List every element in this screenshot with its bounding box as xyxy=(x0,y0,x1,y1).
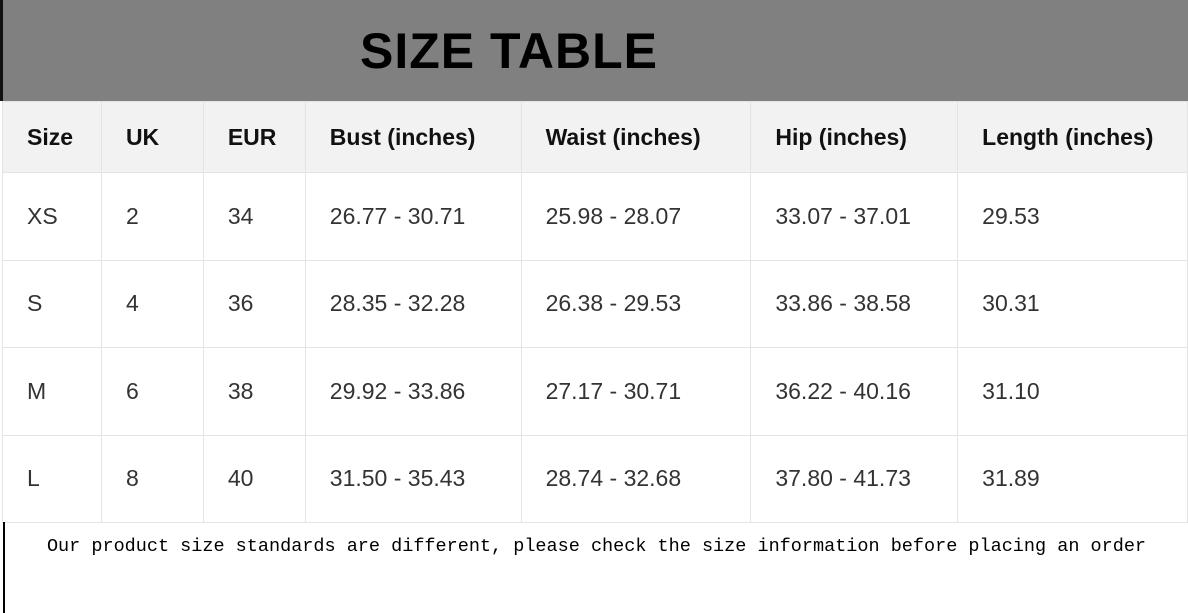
table-row: XS 2 34 26.77 - 30.71 25.98 - 28.07 33.07 - 3… xyxy=(2,172,1188,261)
column-header: Bust (inches) xyxy=(304,101,522,173)
table-cell: 40 xyxy=(202,434,306,523)
table-cell: 31.50 - 35.43 xyxy=(304,434,522,523)
table-cell: 8 xyxy=(100,434,204,523)
header-row: Size UK EUR Bust (inches) Waist (inches) Hip … xyxy=(2,101,1188,173)
table-cell: 38 xyxy=(202,347,306,436)
table-cell: 6 xyxy=(100,347,204,436)
table-cell: 33.86 - 38.58 xyxy=(750,259,959,348)
column-header: Hip (inches) xyxy=(750,101,959,173)
table-cell: L xyxy=(2,434,102,523)
column-header: Waist (inches) xyxy=(520,101,752,173)
column-header: EUR xyxy=(202,101,306,173)
table-cell: 29.53 xyxy=(957,172,1188,261)
table-cell: 28.74 - 32.68 xyxy=(520,434,752,523)
page-title: SIZE TABLE xyxy=(360,23,658,79)
table-row: L 8 40 31.50 - 35.43 28.74 - 32.68 37.80 - 41… xyxy=(2,434,1188,523)
table-cell: 28.35 - 32.28 xyxy=(304,259,522,348)
table-cell: 2 xyxy=(100,172,204,261)
table-cell: 29.92 - 33.86 xyxy=(304,347,522,436)
table-row: S 4 36 28.35 - 32.28 26.38 - 29.53 33.86 - 38… xyxy=(2,259,1188,348)
table-cell: 34 xyxy=(202,172,306,261)
size-note: Our product size standards are different… xyxy=(3,522,1188,613)
table-cell: 4 xyxy=(100,259,204,348)
table-cell: 26.38 - 29.53 xyxy=(520,259,752,348)
table-cell: M xyxy=(2,347,102,436)
table-cell: 37.80 - 41.73 xyxy=(750,434,959,523)
table-cell: 31.89 xyxy=(957,434,1188,523)
column-header: Size xyxy=(2,101,102,173)
table-cell: 36 xyxy=(202,259,306,348)
column-header: Length (inches) xyxy=(957,101,1188,173)
table-cell: 27.17 - 30.71 xyxy=(520,347,752,436)
table-cell: 31.10 xyxy=(957,347,1188,436)
table-cell: XS xyxy=(2,172,102,261)
table-cell: 30.31 xyxy=(957,259,1188,348)
table-cell: 33.07 - 37.01 xyxy=(750,172,959,261)
table-cell: 36.22 - 40.16 xyxy=(750,347,959,436)
table-cell: S xyxy=(2,259,102,348)
size-table: Size UK EUR Bust (inches) Waist (inches) Hip … xyxy=(2,101,1188,523)
title-banner: SIZE TABLE xyxy=(0,0,1188,101)
column-header: UK xyxy=(100,101,204,173)
table-cell: 26.77 - 30.71 xyxy=(304,172,522,261)
table-cell: 25.98 - 28.07 xyxy=(520,172,752,261)
table-row: M 6 38 29.92 - 33.86 27.17 - 30.71 36.22 - 40… xyxy=(2,347,1188,436)
